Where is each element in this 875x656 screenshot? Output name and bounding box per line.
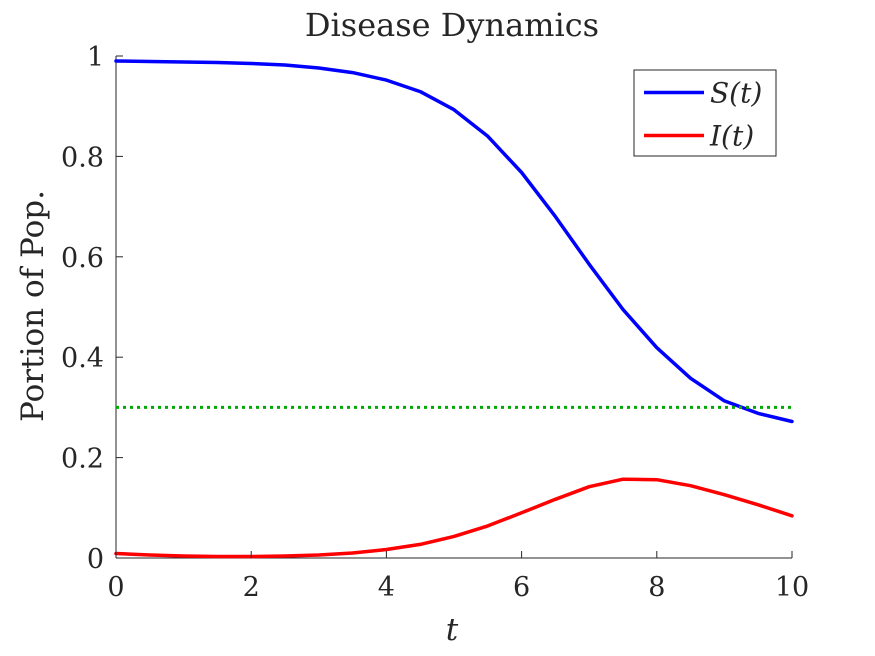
x-tick-label: 10 <box>775 572 809 603</box>
chart-title: Disease Dynamics <box>305 6 599 44</box>
x-tick-label: 4 <box>378 572 395 603</box>
y-tick-label: 0 <box>87 544 104 575</box>
y-tick-label: 0.6 <box>61 243 104 274</box>
legend-label: I(t) <box>709 120 754 153</box>
x-tick-label: 8 <box>648 572 665 603</box>
x-tick-label: 6 <box>513 572 530 603</box>
y-tick-label: 1 <box>87 42 104 73</box>
ticks-layer: 0 2 4 6 8 10 0 0.2 0.4 0.6 0.8 1 <box>61 42 809 603</box>
legend-label: S(t) <box>710 77 762 110</box>
series-line-it <box>114 477 794 559</box>
series-line-st <box>114 59 794 424</box>
x-axis-label: t <box>446 612 459 648</box>
y-axis-label: Portion of Pop. <box>15 190 51 422</box>
x-tick-label: 2 <box>243 572 260 603</box>
x-tick-label: 0 <box>107 572 124 603</box>
legend: S(t) I(t) <box>633 69 777 157</box>
legend-box <box>633 69 777 157</box>
y-tick-label: 0.8 <box>61 142 104 173</box>
y-tick-label: 0.4 <box>61 343 104 374</box>
y-tick-label: 0.2 <box>61 444 104 475</box>
series-layer <box>114 59 794 559</box>
